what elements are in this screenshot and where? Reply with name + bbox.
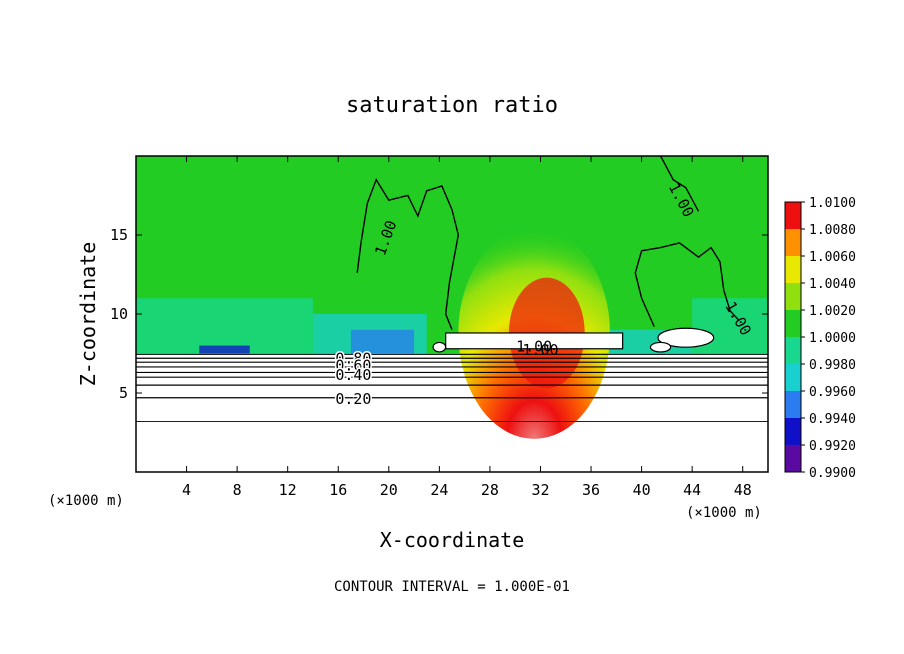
y-tick-label: 5	[119, 384, 128, 402]
colorbar-tick-label: 1.0080	[809, 223, 856, 238]
contour-line	[649, 341, 672, 353]
contour-label: 0.80	[335, 350, 371, 368]
colorbar-swatch	[785, 445, 801, 472]
x-tick-label: 8	[233, 481, 242, 499]
colorbar-swatch	[785, 418, 801, 445]
contour-line	[659, 156, 700, 212]
colorbar-swatch	[785, 310, 801, 337]
y-tick-label: 10	[110, 305, 128, 323]
x-unit-left: (×1000 m)	[48, 493, 124, 509]
contour-label: 0.60	[335, 357, 371, 375]
field-lower-layer	[136, 353, 768, 472]
field-band	[350, 329, 415, 354]
contour-label: 0.20	[335, 390, 371, 408]
contour-line	[432, 341, 447, 353]
x-unit-right: (×1000 m)	[686, 505, 762, 521]
x-tick-label: 4	[182, 481, 191, 499]
colorbar-tick-label: 1.0040	[809, 277, 856, 292]
x-tick-label: 32	[531, 481, 549, 499]
contour-line	[634, 242, 740, 327]
x-tick-label: 48	[734, 481, 752, 499]
colorbar-tick-label: 0.9920	[809, 439, 856, 454]
x-tick-label: 36	[582, 481, 600, 499]
y-axis: 5 10 15	[110, 226, 768, 402]
colorbar-tick-label: 0.9960	[809, 385, 856, 400]
colorbar: 0.9900 0.9920 0.9940 0.9960 0.9980 1.0000 1.00…	[784, 196, 856, 481]
y-tick-label: 15	[110, 226, 128, 244]
x-tick-label: 12	[279, 481, 297, 499]
x-tick-label: 16	[329, 481, 347, 499]
x-tick-label: 28	[481, 481, 499, 499]
contour-line	[356, 178, 460, 331]
colorbar-tick-label: 1.0100	[809, 196, 856, 211]
contour-line	[657, 327, 715, 348]
colorbar-swatch	[785, 256, 801, 283]
colorbar-tick-label: 0.9980	[809, 358, 856, 373]
x-tick-label: 20	[380, 481, 398, 499]
colorbar-tick-label: 1.0020	[809, 304, 856, 319]
contour-label: 1.00	[516, 338, 552, 356]
plot-area: 1.001.001.001.001.000.800.600.400.20	[136, 156, 768, 472]
field-band	[199, 345, 250, 354]
colorbar-swatch	[785, 364, 801, 391]
cloud-region	[445, 332, 624, 350]
colorbar-swatch	[785, 202, 801, 229]
colorbar-swatch	[785, 391, 801, 418]
colorbar-tick-label: 0.9940	[809, 412, 856, 427]
contour-interval-note: CONTOUR INTERVAL = 1.000E-01	[334, 579, 570, 595]
x-axis: 4 8 12 16 20 24 28 32 36 40 44 48	[182, 156, 752, 499]
colorbar-tick-label: 0.9900	[809, 466, 856, 481]
contour-label: 0.40	[335, 366, 371, 384]
colorbar-swatch	[785, 229, 801, 256]
colorbar-swatch	[785, 337, 801, 364]
colorbar-swatch	[785, 283, 801, 310]
x-axis-label: X-coordinate	[380, 528, 525, 552]
contour-label: 1.00	[522, 341, 558, 359]
colorbar-tick-label: 1.0060	[809, 250, 856, 265]
chart-title: saturation ratio	[346, 93, 558, 118]
field-band	[136, 298, 313, 354]
x-tick-label: 24	[430, 481, 448, 499]
x-tick-label: 40	[633, 481, 651, 499]
colorbar-tick-label: 1.0000	[809, 331, 856, 346]
y-axis-label: Z-coordinate	[76, 242, 100, 387]
x-tick-label: 44	[683, 481, 701, 499]
